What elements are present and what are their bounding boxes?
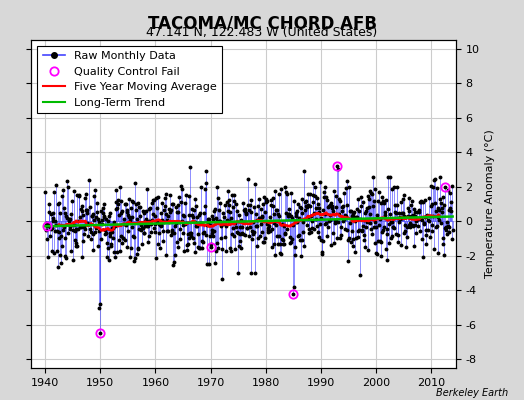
Text: 47.141 N, 122.483 W (United States): 47.141 N, 122.483 W (United States): [146, 26, 378, 39]
Text: TACOMA/MC CHORD AFB: TACOMA/MC CHORD AFB: [147, 14, 377, 32]
Text: Berkeley Earth: Berkeley Earth: [436, 388, 508, 398]
Legend: Raw Monthly Data, Quality Control Fail, Five Year Moving Average, Long-Term Tren: Raw Monthly Data, Quality Control Fail, …: [37, 46, 222, 113]
Y-axis label: Temperature Anomaly (°C): Temperature Anomaly (°C): [485, 130, 495, 278]
